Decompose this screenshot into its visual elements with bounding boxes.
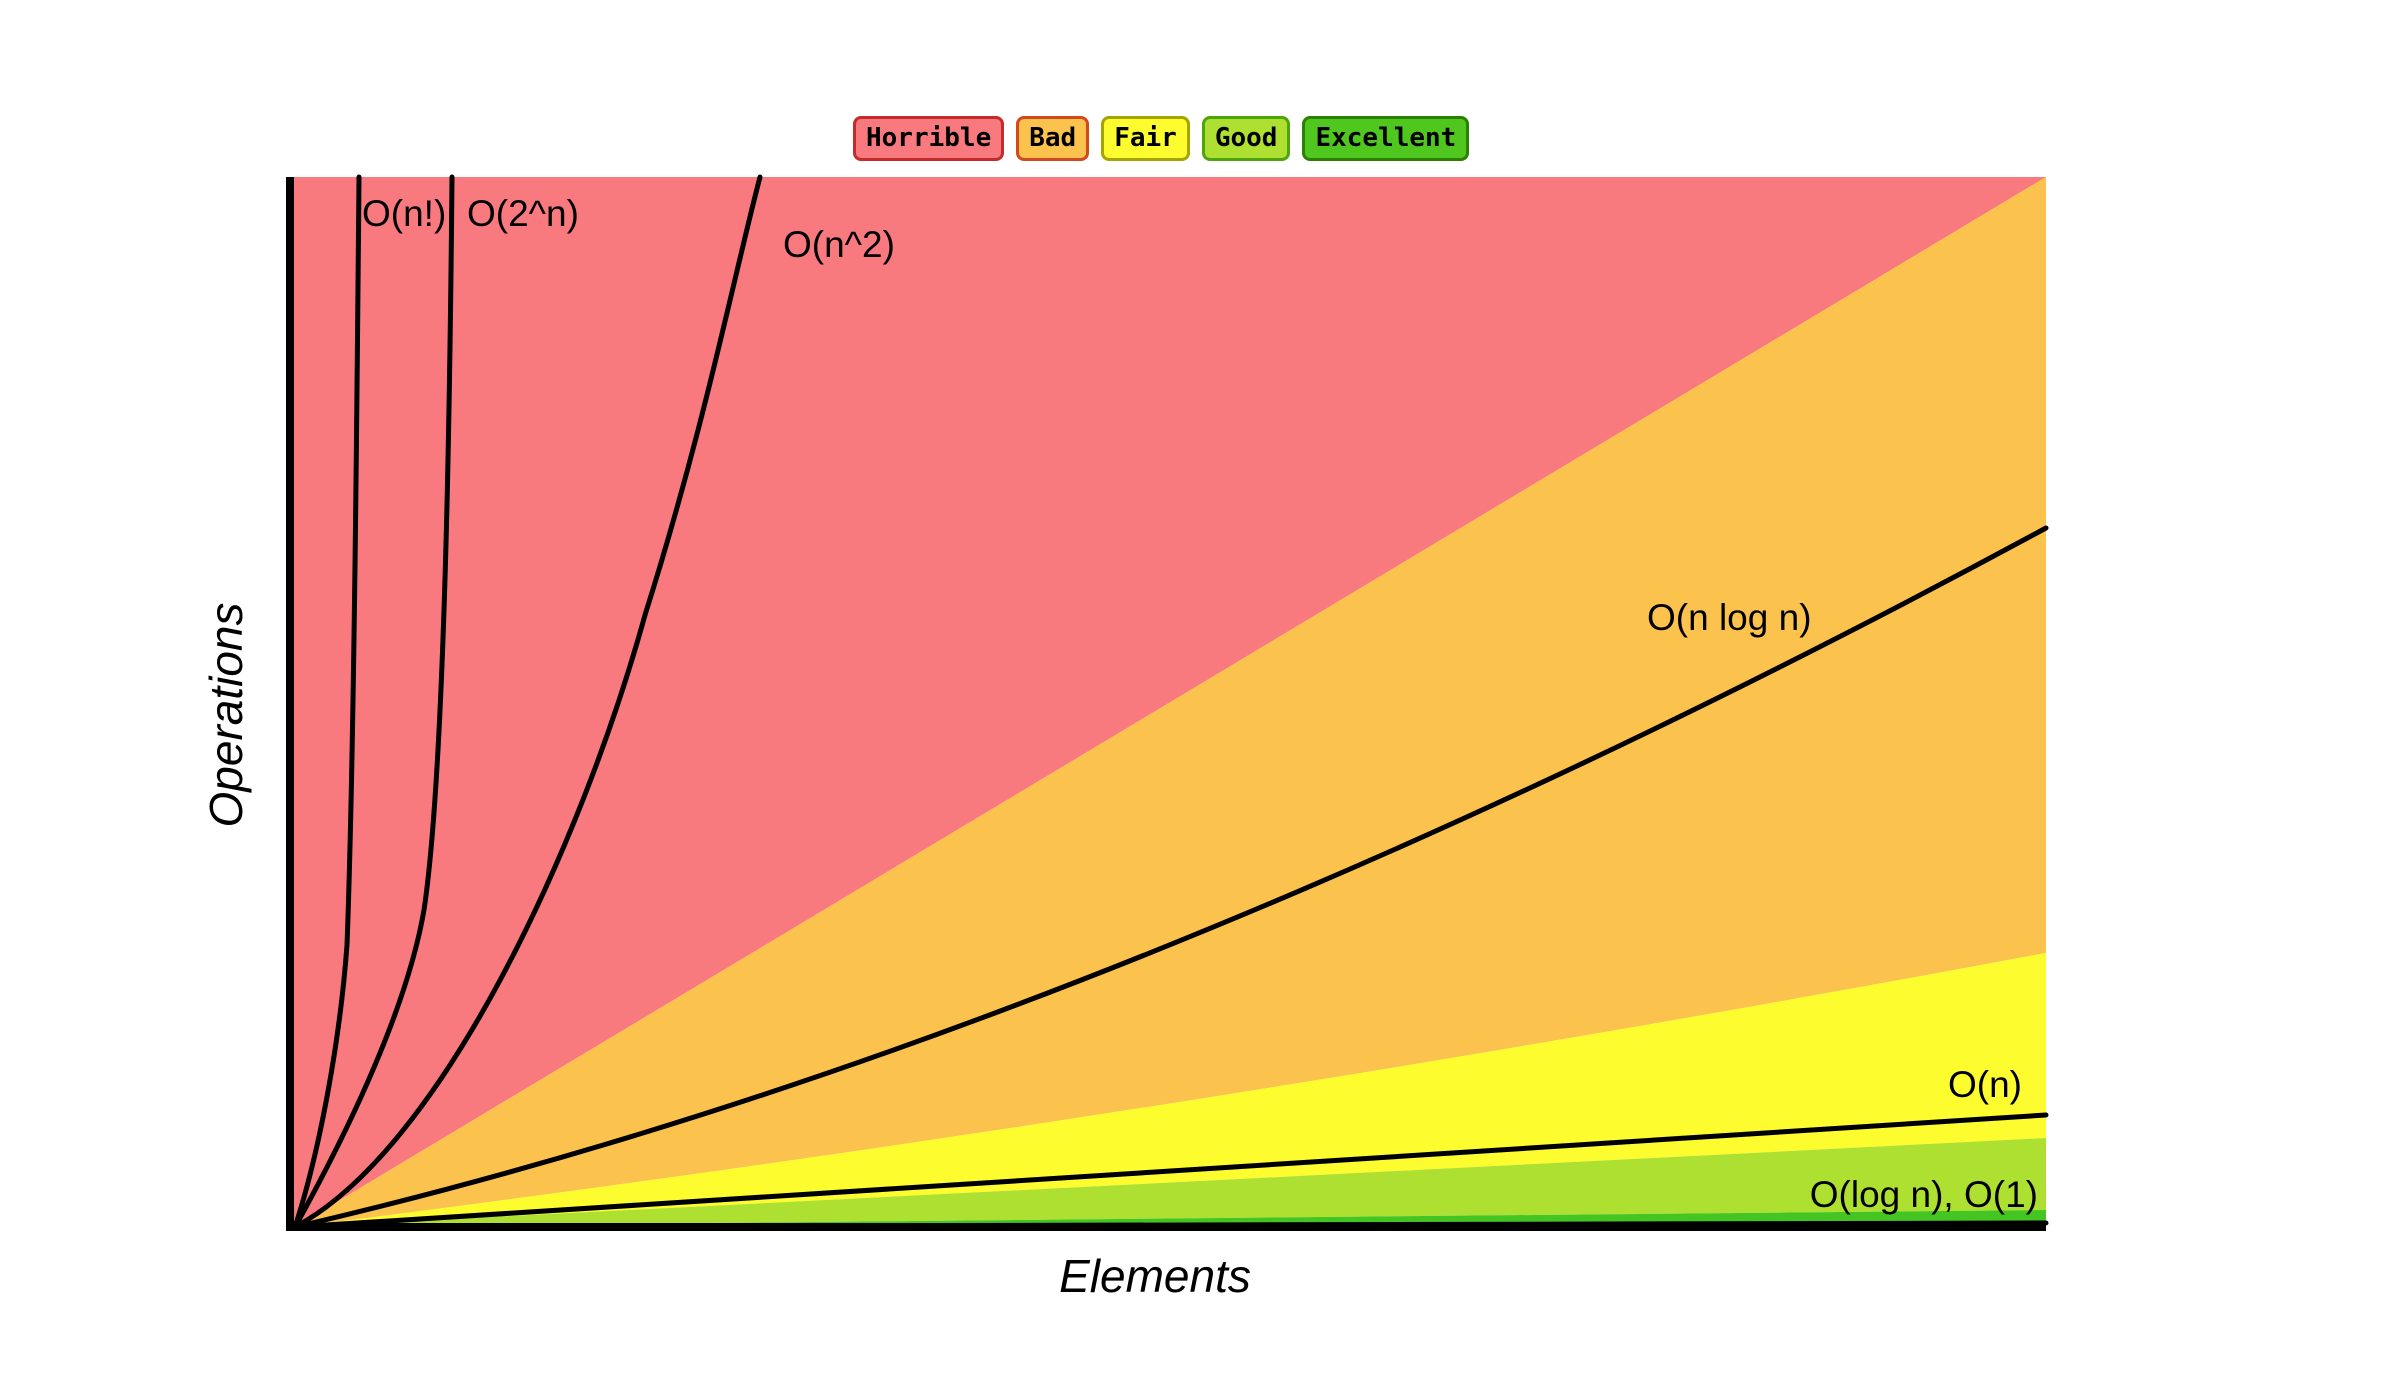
curve-label-o-2-pow-n: O(2^n) bbox=[467, 193, 579, 234]
curve-label-o-n: O(n) bbox=[1948, 1064, 2022, 1105]
curve-o-n-log-n bbox=[292, 525, 2049, 1230]
complexity-legend: Horrible Bad Fair Good Excellent bbox=[853, 116, 1470, 161]
axes bbox=[286, 177, 2046, 1231]
curve-label-o-log-n-o-1: O(log n), O(1) bbox=[1810, 1174, 2038, 1215]
legend-badge-bad: Bad bbox=[1016, 116, 1090, 161]
legend-badge-good: Good bbox=[1201, 116, 1291, 161]
legend-badge-excellent: Excellent bbox=[1302, 116, 1470, 161]
curve-o-n-factorial bbox=[292, 174, 362, 1230]
legend-badge-fair: Fair bbox=[1101, 116, 1190, 161]
curve-label-o-n-log-n: O(n log n) bbox=[1647, 597, 1812, 638]
y-axis-label: Operations bbox=[200, 602, 252, 827]
x-axis-label: Elements bbox=[1059, 1250, 1251, 1302]
curve-o-n bbox=[292, 1112, 2049, 1230]
rating-regions bbox=[291, 177, 2046, 1227]
region-good bbox=[295, 1138, 2046, 1227]
curve-labels: O(n!) O(2^n) O(n^2) O(n log n) O(n) O(log n),… bbox=[362, 193, 2038, 1215]
curve-label-o-n-factorial: O(n!) bbox=[362, 193, 446, 234]
curve-o-2-pow-n bbox=[292, 174, 455, 1230]
curve-o-n-squared bbox=[292, 174, 763, 1230]
legend-badge-horrible: Horrible bbox=[853, 116, 1005, 161]
region-horrible bbox=[291, 177, 2046, 1227]
region-bad bbox=[295, 177, 2046, 1227]
curve-label-o-n-squared: O(n^2) bbox=[783, 224, 895, 265]
region-fair bbox=[295, 953, 2046, 1227]
